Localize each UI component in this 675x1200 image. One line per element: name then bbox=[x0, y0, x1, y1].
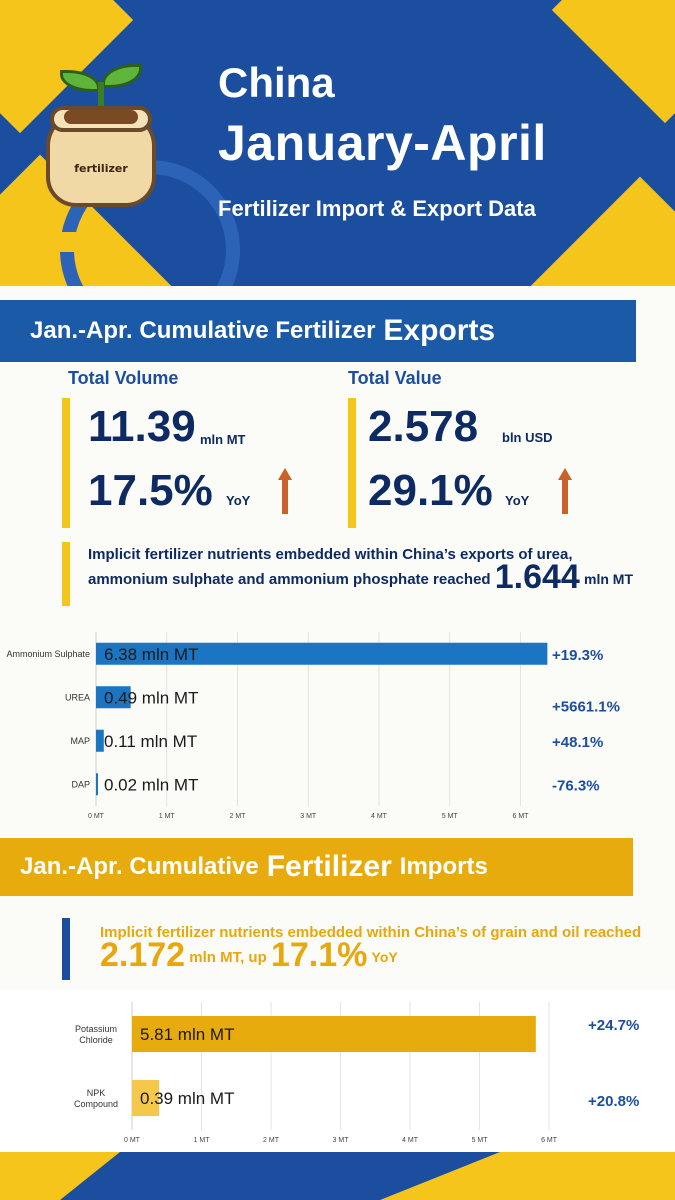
total-volume-value: 11.39 bbox=[88, 402, 196, 451]
category-label: UREA bbox=[65, 692, 90, 702]
value-label: 5.81 mln MT bbox=[140, 1025, 234, 1044]
x-tick-label: 4 MT bbox=[402, 1137, 419, 1144]
header-banner: fertilizer China January-April Fertilize… bbox=[0, 0, 675, 286]
category-label: NPK bbox=[87, 1088, 106, 1098]
x-tick-label: 0 MT bbox=[124, 1137, 141, 1144]
total-value-yoy: 29.1% bbox=[368, 466, 493, 515]
imports-bar-chart: 0 MT 1 MT 2 MT 3 MT 4 MT 5 MT 6 MT PotassiumChl… bbox=[0, 990, 675, 1152]
x-tick-label: 1 MT bbox=[159, 813, 176, 820]
exports-banner-prefix: Jan.-Apr. Cumulative Fertilizer bbox=[30, 317, 376, 344]
bar bbox=[96, 773, 98, 796]
exports-banner: Jan.-Apr. Cumulative Fertilizer Exports bbox=[0, 300, 636, 362]
imports-banner-prefix: Jan.-Apr. Cumulative bbox=[20, 853, 259, 880]
page-title: China bbox=[218, 59, 335, 106]
note-value: 1.644 bbox=[494, 558, 580, 596]
note-unit: mln MT bbox=[584, 571, 634, 587]
value-label: 0.11 mln MT bbox=[104, 732, 197, 751]
accent-bar bbox=[62, 398, 70, 528]
value-label: 6.38 mln MT bbox=[104, 645, 198, 664]
change-label: +20.8% bbox=[588, 1093, 639, 1110]
exports-bar-chart: 0 MT 1 MT 2 MT 3 MT 4 MT 5 MT 6 MT Ammonium Sul… bbox=[6, 632, 620, 820]
note-pct: 17.1% bbox=[270, 936, 368, 974]
total-volume-yoy: 17.5% bbox=[88, 466, 213, 515]
category-label: Ammonium Sulphate bbox=[6, 649, 90, 659]
footer-decor bbox=[0, 1152, 675, 1200]
logo-text: fertilizer bbox=[74, 162, 128, 175]
x-tick-label: 1 MT bbox=[194, 1137, 211, 1144]
value-label: 0.39 mln MT bbox=[140, 1089, 234, 1108]
decor-corner bbox=[551, 0, 675, 124]
change-label: +19.3% bbox=[552, 647, 603, 664]
category-label: Compound bbox=[74, 1099, 118, 1109]
x-tick-label: 5 MT bbox=[442, 813, 459, 820]
value-label: 0.49 mln MT bbox=[104, 688, 198, 707]
page-period: January-April bbox=[218, 115, 547, 171]
change-label: +24.7% bbox=[588, 1017, 639, 1034]
bar bbox=[132, 1016, 536, 1052]
bar bbox=[96, 642, 548, 665]
x-tick-label: 0 MT bbox=[88, 813, 105, 820]
note-mid: mln MT, up bbox=[189, 949, 267, 966]
category-label: Potassium bbox=[75, 1024, 117, 1034]
x-tick-label: 6 MT bbox=[513, 813, 530, 820]
imports-nutrient-note: Implicit fertilizer nutrients embedded w… bbox=[100, 922, 660, 972]
imports-banner: Jan.-Apr. Cumulative Fertilizer Imports bbox=[0, 838, 633, 896]
bar bbox=[96, 729, 104, 752]
note-line: ammonium sulphate and ammonium phosphate… bbox=[88, 571, 491, 588]
note-value: 2.172 bbox=[100, 936, 186, 974]
value-label: 0.02 mln MT bbox=[104, 775, 198, 794]
x-tick-label: 4 MT bbox=[371, 813, 388, 820]
total-value-unit: bln USD bbox=[502, 430, 553, 445]
x-tick-label: 2 MT bbox=[230, 813, 247, 820]
category-label: MAP bbox=[70, 736, 90, 746]
change-label: +48.1% bbox=[552, 734, 603, 751]
x-tick-label: 3 MT bbox=[333, 1137, 350, 1144]
page-subtitle: Fertilizer Import & Export Data bbox=[218, 196, 536, 221]
decor-square bbox=[52, 232, 76, 252]
category-label: DAP bbox=[71, 779, 90, 789]
imports-banner-emph: Fertilizer bbox=[266, 850, 392, 883]
x-tick-label: 2 MT bbox=[263, 1137, 280, 1144]
total-volume-heading: Total Volume bbox=[68, 368, 179, 388]
total-value-yoy-label: YoY bbox=[505, 493, 530, 508]
change-label: -76.3% bbox=[552, 777, 600, 794]
total-volume-yoy-label: YoY bbox=[226, 493, 251, 508]
bar bbox=[96, 686, 131, 709]
up-arrow-icon bbox=[558, 468, 572, 514]
exports-nutrient-note: Implicit fertilizer nutrients embedded w… bbox=[88, 544, 668, 594]
accent-bar bbox=[348, 398, 356, 528]
total-value-heading: Total Value bbox=[348, 368, 442, 388]
note-line: Implicit fertilizer nutrients embedded w… bbox=[100, 924, 642, 941]
bar bbox=[132, 1080, 160, 1116]
note-line: Implicit fertilizer nutrients embedded w… bbox=[88, 546, 573, 563]
category-label: Chloride bbox=[79, 1035, 113, 1045]
x-tick-label: 6 MT bbox=[541, 1137, 558, 1144]
x-tick-label: 3 MT bbox=[300, 813, 317, 820]
accent-bar bbox=[62, 918, 70, 980]
x-tick-label: 5 MT bbox=[472, 1137, 489, 1144]
total-value-value: 2.578 bbox=[368, 402, 479, 451]
accent-bar bbox=[62, 542, 70, 606]
change-label: +5661.1% bbox=[552, 698, 620, 715]
imports-banner-suffix: Imports bbox=[399, 853, 488, 880]
total-volume-unit: mln MT bbox=[200, 432, 246, 447]
note-yoy: YoY bbox=[371, 949, 398, 965]
up-arrow-icon bbox=[278, 468, 292, 514]
fertilizer-bag-icon: fertilizer bbox=[42, 62, 160, 212]
exports-banner-emph: Exports bbox=[383, 314, 496, 347]
